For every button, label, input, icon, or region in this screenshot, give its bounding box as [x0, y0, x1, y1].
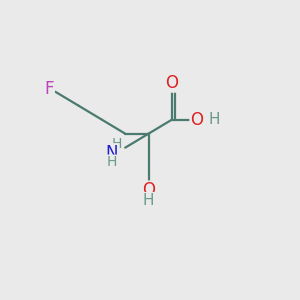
- Text: H: H: [111, 136, 122, 151]
- Text: H: H: [208, 112, 220, 127]
- Text: H: H: [143, 193, 154, 208]
- Text: N: N: [106, 144, 118, 162]
- Text: O: O: [142, 181, 155, 199]
- Text: O: O: [165, 74, 178, 92]
- Text: F: F: [45, 80, 54, 98]
- Text: O: O: [190, 111, 203, 129]
- Text: H: H: [107, 155, 117, 169]
